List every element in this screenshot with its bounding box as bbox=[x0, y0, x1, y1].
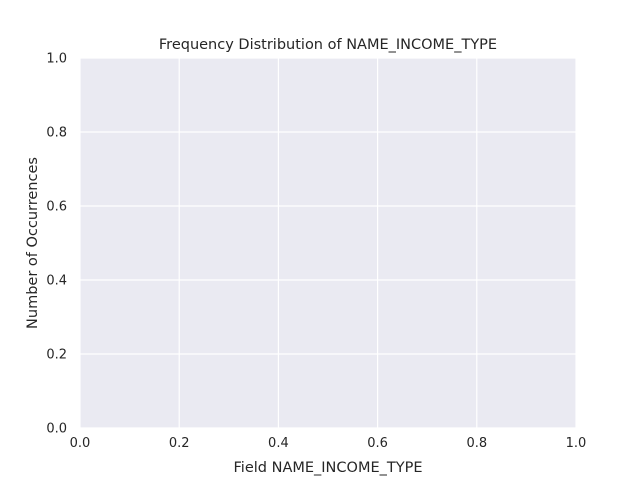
x-axis-label: Field NAME_INCOME_TYPE bbox=[234, 460, 423, 476]
x-tick-label: 0.4 bbox=[268, 436, 289, 451]
y-tick-label: 0.6 bbox=[46, 200, 67, 215]
x-tick-labels: 0.0 0.2 0.4 0.6 0.8 1.0 bbox=[70, 436, 587, 451]
grid-lines bbox=[79, 57, 577, 429]
y-tick-label: 1.0 bbox=[46, 52, 67, 67]
x-tick-label: 0.6 bbox=[367, 436, 388, 451]
chart-title: Frequency Distribution of NAME_INCOME_TY… bbox=[159, 37, 497, 53]
x-tick-label: 0.8 bbox=[466, 436, 487, 451]
x-tick-label: 0.0 bbox=[70, 436, 91, 451]
y-tick-label: 0.0 bbox=[46, 422, 67, 437]
y-tick-label: 0.4 bbox=[46, 274, 67, 289]
plot-area bbox=[80, 58, 576, 428]
x-tick-label: 0.2 bbox=[169, 436, 190, 451]
y-tick-label: 0.8 bbox=[46, 126, 67, 141]
y-axis-label: Number of Occurrences bbox=[25, 157, 41, 329]
x-tick-label: 1.0 bbox=[566, 436, 587, 451]
y-tick-labels: 0.0 0.2 0.4 0.6 0.8 1.0 bbox=[46, 52, 67, 437]
y-tick-label: 0.2 bbox=[46, 348, 67, 363]
